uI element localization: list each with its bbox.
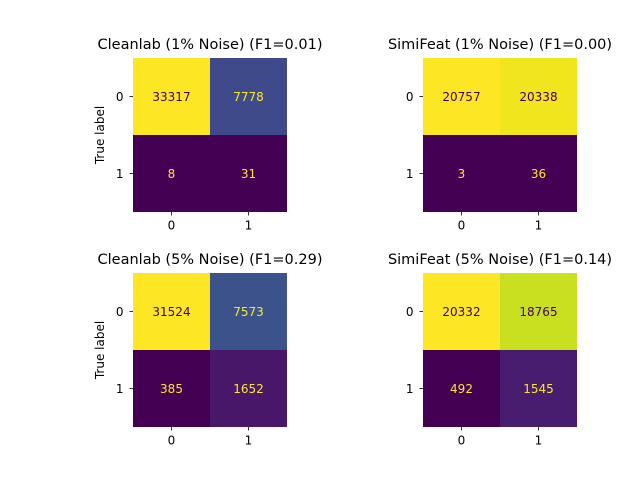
x-tick-label: 0: [458, 434, 466, 448]
x-tick-label: 0: [168, 219, 176, 233]
heatmap-cell: [423, 58, 500, 135]
y-tick-label: 1: [116, 382, 124, 396]
confusion-matrix-panel-1: Cleanlab (1% Noise) (F1=0.01) True label…: [93, 37, 322, 233]
y-axis-label: True label: [93, 321, 107, 380]
x-tick-label: 1: [245, 434, 253, 448]
cell-value-label: 7573: [233, 305, 264, 319]
heatmap-cell: [423, 350, 500, 427]
cell-value-label: 31: [241, 167, 256, 181]
cell-value-label: 20338: [519, 90, 557, 104]
y-tick-label: 0: [406, 305, 414, 319]
heatmap-cell: [500, 58, 577, 135]
x-tick-label: 1: [245, 219, 253, 233]
cell-value-label: 7778: [233, 90, 264, 104]
heatmap-cell: [210, 58, 287, 135]
cell-value-label: 1652: [233, 382, 264, 396]
heatmap-cell: [133, 350, 210, 427]
heatmap-cell: [133, 273, 210, 350]
y-tick-label: 1: [406, 167, 414, 181]
heatmap-cell: [423, 135, 500, 212]
cell-value-label: 3: [458, 167, 466, 181]
cell-value-label: 20332: [442, 305, 480, 319]
cell-value-label: 18765: [519, 305, 557, 319]
panel-title: Cleanlab (1% Noise) (F1=0.01): [98, 37, 323, 53]
cell-value-label: 385: [160, 382, 183, 396]
y-tick-label: 0: [116, 305, 124, 319]
cell-value-label: 8: [168, 167, 176, 181]
heatmap-cell: [500, 273, 577, 350]
panel-title: SimiFeat (5% Noise) (F1=0.14): [388, 252, 612, 268]
heatmap-cell: [210, 135, 287, 212]
y-tick-label: 0: [406, 90, 414, 104]
x-tick-label: 0: [458, 219, 466, 233]
x-tick-label: 1: [535, 219, 543, 233]
y-tick-label: 1: [406, 382, 414, 396]
cell-value-label: 1545: [523, 382, 554, 396]
y-axis-label: True label: [93, 106, 107, 165]
y-tick-label: 1: [116, 167, 124, 181]
confusion-matrix-panel-2: SimiFeat (1% Noise) (F1=0.00) 20757 20338…: [388, 37, 612, 233]
heatmap-cell: [423, 273, 500, 350]
panel-title: Cleanlab (5% Noise) (F1=0.29): [98, 252, 323, 268]
heatmap-cell: [210, 350, 287, 427]
cell-value-label: 20757: [442, 90, 480, 104]
x-tick-label: 0: [168, 434, 176, 448]
cell-value-label: 492: [450, 382, 473, 396]
cell-value-label: 33317: [152, 90, 190, 104]
cell-value-label: 31524: [152, 305, 190, 319]
heatmap-cell: [500, 135, 577, 212]
heatmap-cell: [500, 350, 577, 427]
heatmap-cell: [210, 273, 287, 350]
y-tick-label: 0: [116, 90, 124, 104]
confusion-matrix-panel-4: SimiFeat (5% Noise) (F1=0.14) 20332 18765…: [388, 252, 612, 448]
x-tick-label: 1: [535, 434, 543, 448]
cell-value-label: 36: [531, 167, 546, 181]
heatmap-cell: [133, 135, 210, 212]
panel-title: SimiFeat (1% Noise) (F1=0.00): [388, 37, 612, 53]
heatmap-cell: [133, 58, 210, 135]
confusion-matrix-panel-3: Cleanlab (5% Noise) (F1=0.29) True label…: [93, 252, 322, 448]
